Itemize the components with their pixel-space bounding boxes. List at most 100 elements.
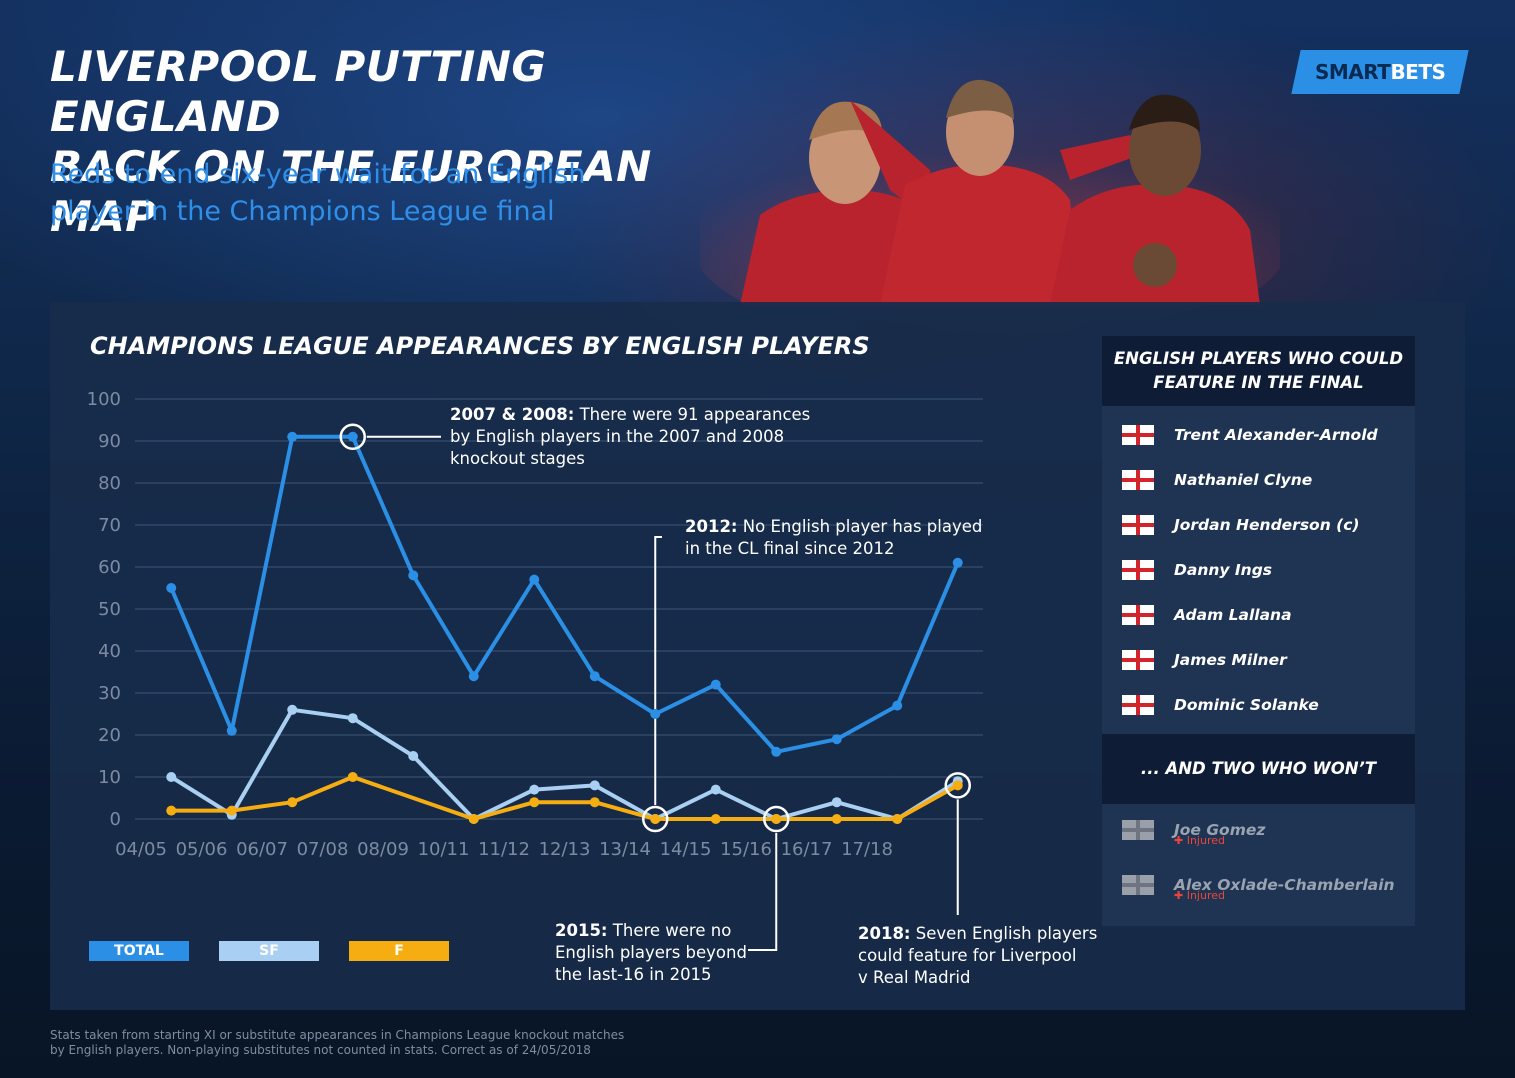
- data-point-total: [287, 431, 298, 442]
- player-item: Adam Lallana: [1122, 604, 1292, 626]
- data-point-f: [347, 772, 358, 782]
- data-point-sf: [347, 713, 358, 724]
- data-point-f: [589, 797, 600, 808]
- annotation-2015-label: 2015:: [555, 921, 608, 940]
- legend-total: TOTAL: [89, 941, 189, 961]
- data-point-total: [831, 734, 842, 745]
- data-point-total: [589, 671, 600, 682]
- annotation-marker: [642, 805, 669, 833]
- x-tick-label: 13/14: [599, 839, 651, 860]
- player-silhouette-right: [1050, 94, 1260, 305]
- x-tick-label: 11/12: [478, 839, 530, 860]
- data-point-sf: [529, 784, 540, 795]
- injured-status-text: Injured: [1186, 834, 1225, 847]
- annotation-marker: [339, 423, 366, 451]
- legend-f: F: [349, 941, 449, 961]
- x-tick-label: 05/06: [176, 839, 228, 860]
- y-tick-label: 0: [110, 809, 121, 830]
- sidebar-injured-list: Joe Gomez ✚ Injured Alex Oxlade-Chamberl…: [1102, 804, 1415, 926]
- players-photo: [700, 79, 1280, 305]
- player-item: Trent Alexander-Arnold: [1122, 424, 1378, 446]
- annotation-marker: [944, 772, 971, 799]
- legend-sf: SF: [219, 941, 319, 961]
- annotation-2015: 2015: There were no English players beyo…: [555, 920, 747, 986]
- x-tick-label: 08/09: [357, 839, 409, 860]
- player-name: Dominic Solanke: [1174, 696, 1319, 714]
- y-tick-label: 60: [98, 557, 121, 578]
- series-line-total: [169, 434, 960, 754]
- data-point-total: [166, 583, 177, 593]
- subheadline-line-1: Reds to end six-year wait for an English: [50, 159, 586, 190]
- x-tick-label: 10/11: [418, 839, 470, 860]
- footnote: Stats taken from starting XI or substitu…: [50, 1028, 750, 1058]
- headline: LIVERPOOL PUTTING ENGLAND BACK ON THE EU…: [50, 42, 770, 242]
- data-point-total: [892, 700, 903, 711]
- england-flag-icon: [1122, 560, 1154, 580]
- data-point-sf: [710, 784, 721, 795]
- annotation-2018-label: 2018:: [858, 924, 911, 943]
- data-point-f: [952, 780, 963, 791]
- player-name: Trent Alexander-Arnold: [1174, 426, 1378, 444]
- annotation-leader-2015: [748, 833, 778, 951]
- england-flag-icon: [1122, 425, 1154, 445]
- player-item: Dominic Solanke: [1122, 694, 1319, 716]
- y-tick-label: 90: [98, 431, 121, 452]
- player-name: Jordan Henderson (c): [1174, 516, 1360, 534]
- annotation-leader-2012: [654, 536, 662, 805]
- data-point-total: [710, 679, 721, 690]
- annotation-2018: 2018: Seven English players could featur…: [858, 923, 1097, 989]
- data-point-f: [226, 805, 237, 816]
- data-point-total: [468, 671, 479, 682]
- data-point-total: [226, 725, 237, 736]
- y-tick-label: 50: [98, 599, 121, 620]
- sidebar-heading-line-1: ENGLISH PLAYERS WHO COULD: [1113, 349, 1404, 368]
- annotation-2007-2008-line-1: There were 91 appearances: [574, 405, 811, 424]
- y-tick-label: 40: [98, 641, 121, 662]
- data-point-f: [771, 814, 782, 824]
- data-point-sf: [831, 797, 842, 808]
- data-point-total: [408, 570, 419, 581]
- x-tick-label: 16/17: [781, 839, 833, 860]
- data-point-sf: [408, 751, 419, 761]
- england-flag-icon: [1122, 605, 1154, 625]
- annotation-2012-line-1: No English player has played: [737, 517, 983, 536]
- player-item: James Milner: [1122, 649, 1287, 671]
- player-item: Nathaniel Clyne: [1122, 469, 1312, 491]
- data-point-f: [166, 805, 177, 816]
- annotation-2012-line-2: in the CL final since 2012: [685, 539, 895, 558]
- data-point-f: [468, 814, 479, 824]
- injured-status: ✚ Injured: [1174, 834, 1265, 847]
- data-point-f: [831, 814, 842, 824]
- annotation-2015-line-1: There were no: [607, 921, 732, 940]
- player-item: Danny Ings: [1122, 559, 1272, 581]
- annotation-2018-line-3: v Real Madrid: [858, 968, 971, 987]
- series-line-sf: [169, 707, 960, 821]
- annotation-2007-2008-label: 2007 & 2008:: [450, 405, 575, 424]
- data-point-sf: [166, 772, 177, 782]
- headline-line-2: BACK ON THE EUROPEAN MAP: [50, 142, 652, 241]
- injured-player-item: Joe Gomez ✚ Injured: [1122, 820, 1265, 847]
- y-tick-label: 70: [98, 515, 121, 536]
- footnote-line-1: Stats taken from starting XI or substitu…: [50, 1028, 625, 1042]
- player-name: James Milner: [1174, 651, 1287, 669]
- annotation-2015-line-2: English players beyond: [555, 943, 747, 962]
- headline-line-1: LIVERPOOL PUTTING ENGLAND: [50, 42, 547, 141]
- sidebar-heading-line-2: FEATURE IN THE FINAL: [1153, 373, 1364, 392]
- data-point-sf: [287, 704, 298, 715]
- data-point-f: [529, 797, 540, 808]
- x-tick-label: 17/18: [841, 839, 893, 860]
- x-tick-label: 14/15: [660, 839, 712, 860]
- data-point-f: [650, 814, 661, 824]
- x-tick-label: 06/07: [236, 839, 288, 860]
- sidebar-player-list: Trent Alexander-Arnold Nathaniel Clyne J…: [1102, 406, 1415, 734]
- england-flag-icon: [1122, 695, 1154, 715]
- annotation-2007-2008-line-3: knockout stages: [450, 449, 585, 468]
- england-flag-icon: [1122, 875, 1154, 895]
- sidebar-heading: ENGLISH PLAYERS WHO COULD FEATURE IN THE…: [1102, 336, 1415, 406]
- y-tick-label: 80: [98, 473, 121, 494]
- player-name: Danny Ings: [1174, 561, 1273, 579]
- data-point-total: [952, 557, 963, 568]
- footnote-line-2: by English players. Non-playing substitu…: [50, 1043, 591, 1057]
- annotation-2007-2008-line-2: by English players in the 2007 and 2008: [450, 427, 785, 446]
